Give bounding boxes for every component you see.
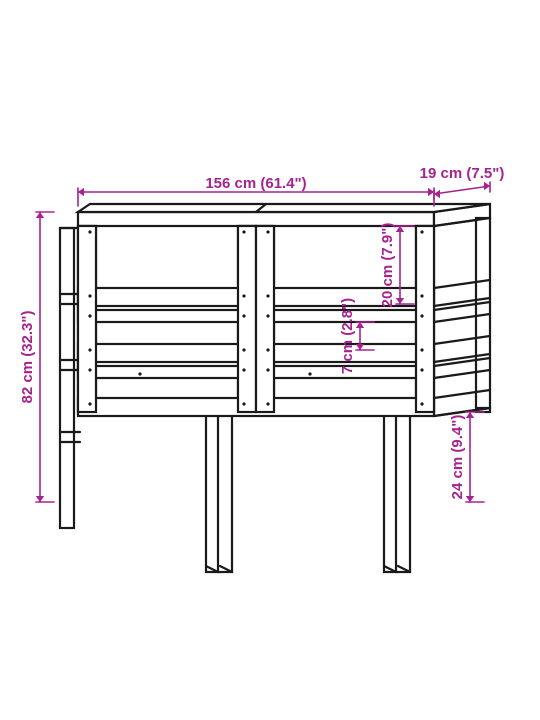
dim-label: 82 cm (32.3"): [19, 310, 36, 403]
dim-label: 156 cm (61.4"): [205, 175, 306, 192]
dim-label: 20 cm (7.9"): [379, 223, 396, 308]
dim-label: 24 cm (9.4"): [449, 415, 466, 500]
dim-label: 7 cm (2.8"): [339, 298, 356, 374]
dim-label: 19 cm (7.5"): [420, 165, 505, 182]
